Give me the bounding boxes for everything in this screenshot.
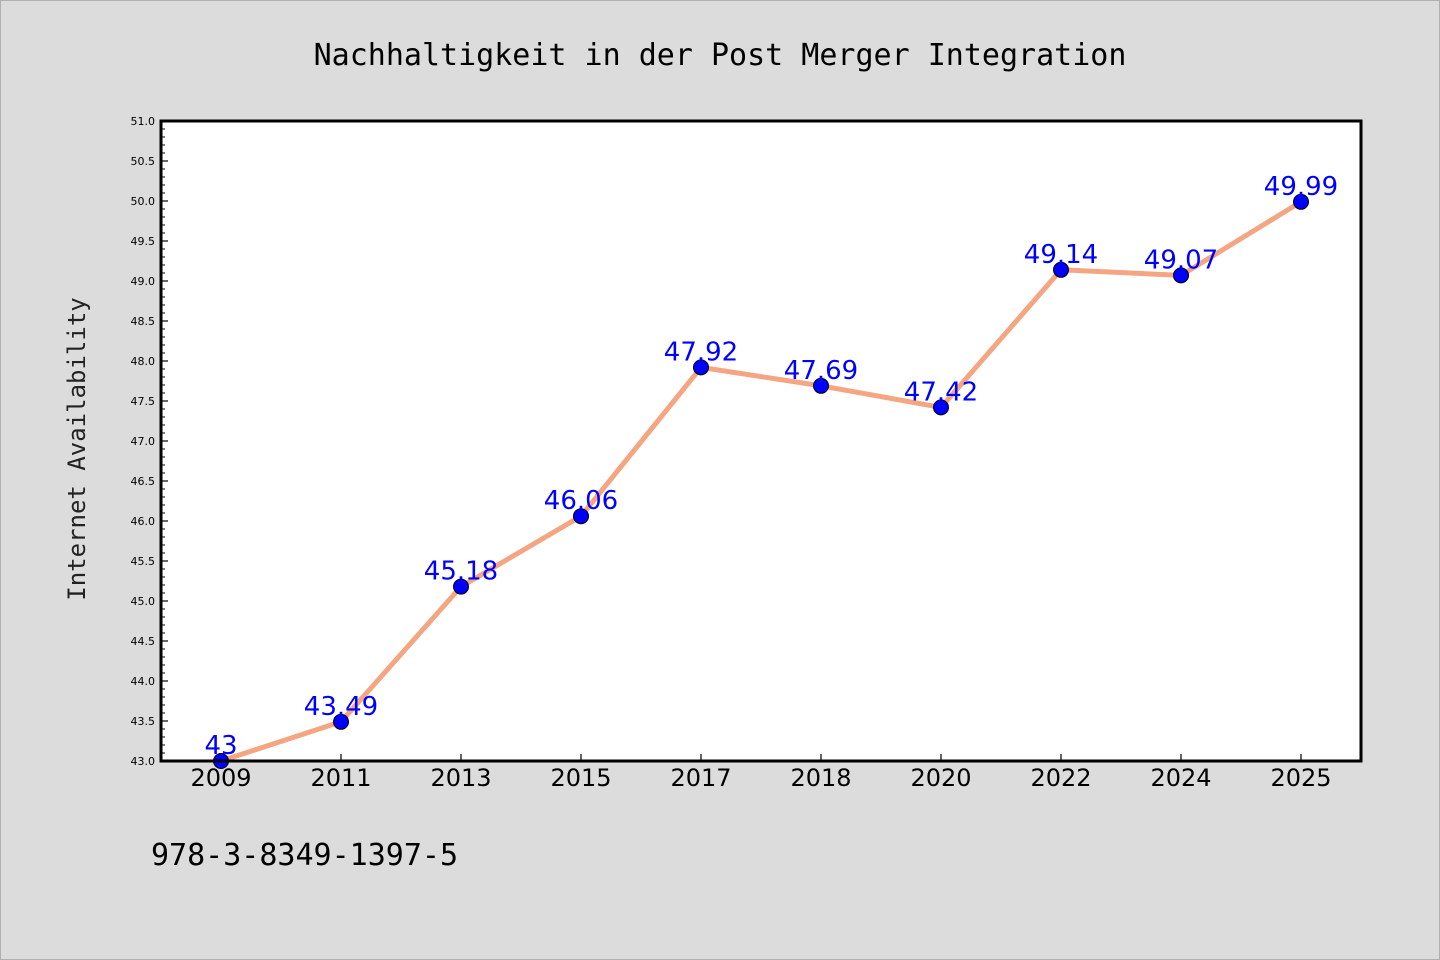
y-tick-label: 49.0 — [131, 275, 156, 288]
x-tick-label: 2024 — [1150, 764, 1211, 792]
data-label: 43 — [204, 731, 237, 761]
y-tick-label: 51.0 — [131, 115, 156, 128]
data-label: 45.18 — [424, 557, 498, 587]
y-tick-label: 43.0 — [131, 755, 156, 768]
chart-title: Nachhaltigkeit in der Post Merger Integr… — [314, 38, 1127, 73]
y-tick-label: 43.5 — [131, 715, 156, 728]
data-labels: 43 43.49 45.18 46.06 47.92 47.69 47.42 49.14 49.… — [204, 172, 1338, 761]
x-tick-label: 2020 — [910, 764, 971, 792]
y-tick-label: 48.5 — [131, 315, 156, 328]
data-label: 49.14 — [1024, 240, 1098, 270]
data-label: 43.49 — [304, 692, 378, 722]
data-point-marker — [333, 713, 349, 730]
y-tick-label: 47.0 — [131, 435, 156, 448]
x-axis-ticks: 2009 2011 2013 2015 2017 2018 2020 2022 2024 2025 — [190, 754, 1332, 792]
data-point-marker — [933, 399, 949, 416]
y-tick-label: 50.0 — [131, 195, 156, 208]
data-label: 49.07 — [1144, 245, 1218, 275]
y-tick-label: 48.0 — [131, 355, 156, 368]
plot-frame — [159, 119, 1363, 763]
x-tick-label: 2015 — [550, 764, 611, 792]
data-point-marker — [693, 359, 709, 376]
data-point-marker — [453, 578, 469, 595]
data-point-marker — [1293, 193, 1309, 210]
data-label: 46.06 — [544, 486, 618, 516]
y-tick-label: 46.5 — [131, 475, 156, 488]
data-label: 47.69 — [784, 356, 858, 386]
x-tick-label: 2018 — [790, 764, 851, 792]
x-tick-label: 2017 — [670, 764, 731, 792]
y-tick-label: 49.5 — [131, 235, 156, 248]
isbn-annotation: 978-3-8349-1397-5 — [151, 838, 458, 873]
data-label: 47.42 — [904, 377, 978, 407]
data-point-marker — [813, 377, 829, 394]
series-line — [220, 199, 1303, 764]
plot-area — [161, 121, 1361, 761]
data-point-marker — [1053, 261, 1069, 278]
y-tick-label: 44.5 — [131, 635, 156, 648]
y-tick-label: 45.0 — [131, 595, 156, 608]
x-tick-label: 2025 — [1270, 764, 1331, 792]
y-tick-label: 46.0 — [131, 515, 156, 528]
x-tick-label: 2011 — [310, 764, 371, 792]
y-tick-label: 45.5 — [131, 555, 156, 568]
x-tick-label: 2013 — [430, 764, 491, 792]
y-tick-label: 44.0 — [131, 675, 156, 688]
y-tick-label: 47.5 — [131, 395, 156, 408]
data-label: 49.99 — [1264, 172, 1338, 202]
data-point-marker — [573, 508, 589, 525]
y-axis-label: Internet Availability — [63, 297, 91, 600]
data-markers — [213, 193, 1309, 769]
data-point-marker — [1173, 267, 1189, 284]
x-tick-label: 2022 — [1030, 764, 1091, 792]
y-tick-label: 50.5 — [131, 155, 156, 168]
data-label: 47.92 — [664, 337, 738, 367]
